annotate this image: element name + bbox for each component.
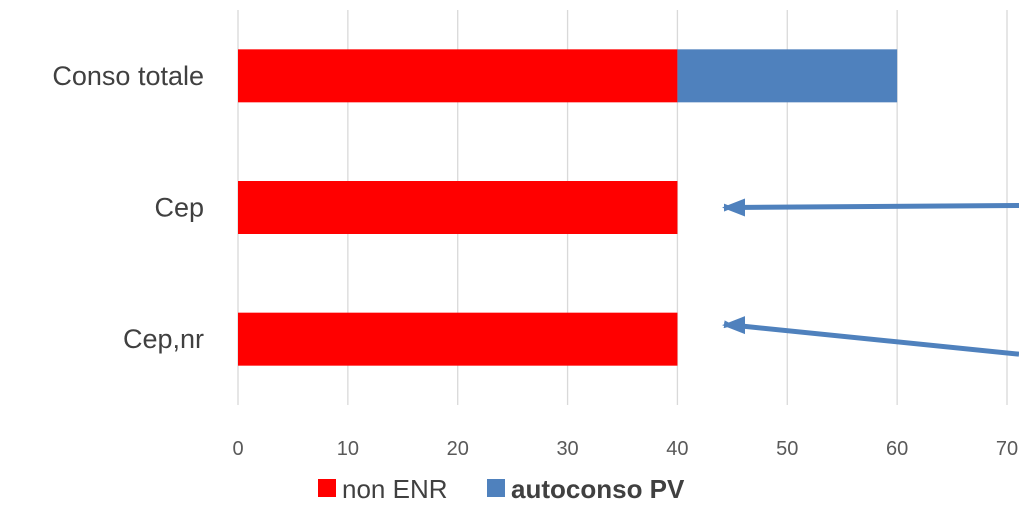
legend-swatch [487,479,505,497]
category-label: Cep [154,193,204,223]
annotation-arrow [723,203,1019,212]
x-tick-label: 30 [556,438,578,460]
x-tick-label: 50 [776,438,798,460]
category-labels: Conso totale Cep Cep,nr [52,61,204,354]
x-tick-label: 60 [886,438,908,460]
annotations [722,198,1019,357]
category-label: Cep,nr [123,324,204,354]
annotation-arrowhead [722,316,745,335]
category-label: Conso totale [52,61,204,91]
x-tick-label: 40 [666,438,688,460]
bar-non-enr [238,181,678,234]
bars [238,49,898,366]
x-axis-ticks: 0 10 20 30 40 50 60 70 [232,438,1018,460]
bar-non-enr [238,312,678,366]
x-tick-label: 0 [232,438,243,460]
bar-non-enr [238,49,678,103]
legend-label: autoconso PV [511,474,685,504]
annotation-arrow [723,320,1019,357]
legend-label: non ENR [342,474,448,504]
x-tick-label: 70 [996,438,1018,460]
legend: non ENR autoconso PV [318,474,685,504]
bar-autoconso-pv [677,49,898,103]
x-tick-label: 20 [447,438,469,460]
annotation-arrowhead [722,198,745,217]
legend-swatch [318,479,336,497]
x-tick-label: 10 [337,438,359,460]
